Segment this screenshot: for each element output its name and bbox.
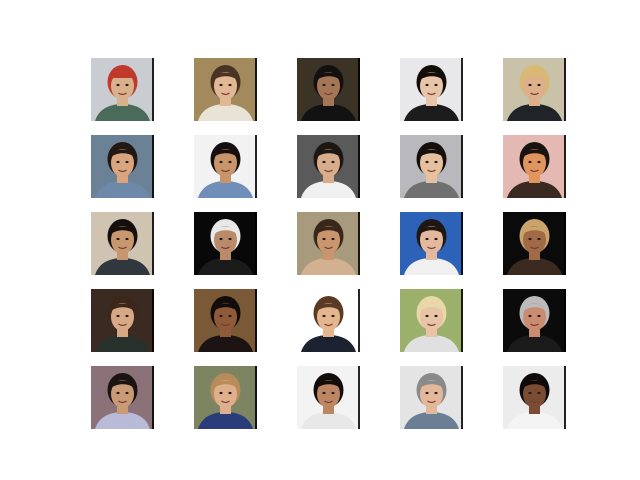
face-thumbnail xyxy=(400,212,463,275)
face-thumbnail xyxy=(297,212,360,275)
face-thumbnail xyxy=(194,212,257,275)
face-thumbnail xyxy=(194,289,257,352)
face-thumbnail xyxy=(194,366,257,429)
face-thumbnail xyxy=(503,135,566,198)
face-thumbnail xyxy=(297,289,360,352)
face-thumbnail xyxy=(400,366,463,429)
face-thumbnail xyxy=(194,135,257,198)
face-thumbnail xyxy=(297,135,360,198)
face-thumbnail xyxy=(503,212,566,275)
face-thumbnail xyxy=(297,366,360,429)
face-thumbnail xyxy=(400,58,463,121)
face-thumbnail xyxy=(400,135,463,198)
face-thumbnail xyxy=(297,58,360,121)
face-image-grid xyxy=(91,58,566,429)
face-thumbnail xyxy=(503,58,566,121)
face-thumbnail xyxy=(91,212,154,275)
face-thumbnail xyxy=(91,289,154,352)
face-thumbnail xyxy=(503,289,566,352)
face-thumbnail xyxy=(400,289,463,352)
face-thumbnail xyxy=(194,58,257,121)
face-thumbnail xyxy=(91,58,154,121)
face-thumbnail xyxy=(91,366,154,429)
face-thumbnail xyxy=(91,135,154,198)
face-thumbnail xyxy=(503,366,566,429)
